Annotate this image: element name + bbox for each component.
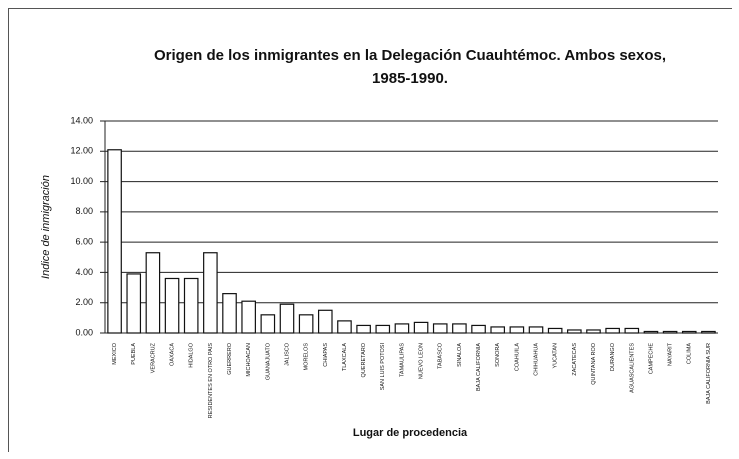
y-tick-label: 10.00 <box>70 176 93 186</box>
x-tick-label: SINALOA <box>457 343 463 367</box>
bar <box>126 273 142 334</box>
y-tick-label: 2.00 <box>75 297 93 307</box>
x-tick-label: NUEVO LEON <box>419 343 425 379</box>
bar <box>413 321 429 334</box>
bar <box>432 323 448 334</box>
bar <box>452 323 467 334</box>
x-tick-label: GUANAJUATO <box>265 342 271 380</box>
x-tick-label: HIDALGO <box>189 342 195 367</box>
x-tick-label: MEXICO <box>112 342 118 364</box>
bar <box>528 326 544 334</box>
x-tick-label: ZACATECAS <box>572 343 578 376</box>
bar <box>567 329 582 334</box>
y-tick-label: 4.00 <box>75 267 93 277</box>
bar <box>183 277 199 334</box>
y-tick-label: 12.00 <box>70 146 93 156</box>
y-tick-label: 6.00 <box>75 237 93 247</box>
y-axis-label: Indice de inmigración <box>40 175 52 279</box>
bar <box>164 277 180 334</box>
x-tick-label: TLAXCALA <box>342 343 348 371</box>
x-tick-label: CHIAPAS <box>323 343 329 367</box>
x-tick-label: GUERRERO <box>227 342 233 375</box>
x-tick-label: AGUASCALIENTES <box>629 343 635 393</box>
x-tick-label: VERACRUZ <box>150 342 156 373</box>
x-tick-label: SAN LUIS POTOSI <box>380 343 386 391</box>
bar <box>317 309 333 334</box>
x-tick-label: PUEBLA <box>131 343 137 365</box>
bar <box>145 252 161 334</box>
bar <box>279 303 295 334</box>
bar <box>107 149 122 334</box>
bar <box>337 320 352 334</box>
bar <box>394 323 410 334</box>
bar <box>356 324 371 334</box>
x-tick-label: SONORA <box>495 343 501 367</box>
x-tick-label: JALISCO <box>284 342 290 366</box>
y-tick-label: 8.00 <box>75 206 93 216</box>
x-tick-label: BAJA CALIFORNIA <box>476 343 482 391</box>
bar <box>471 324 486 334</box>
bar <box>509 326 525 334</box>
bar <box>203 252 218 334</box>
x-tick-label: BAJA CALIFORNIA SUR <box>706 343 712 404</box>
x-tick-label: COLIMA <box>687 343 693 364</box>
bar <box>375 324 391 334</box>
frame <box>8 8 732 452</box>
x-tick-label: YUCATAN <box>553 343 559 368</box>
x-tick-label: OAXACA <box>170 343 176 366</box>
bar <box>643 330 659 334</box>
bar <box>605 327 620 334</box>
bar <box>547 327 563 334</box>
y-tick-label: 14.00 <box>70 115 93 125</box>
bar <box>662 330 678 334</box>
y-tick-label: 0.00 <box>75 327 93 337</box>
x-tick-label: QUINTANA ROO <box>591 342 597 384</box>
bar <box>586 329 601 334</box>
x-tick-label: TAMAULIPAS <box>399 343 405 377</box>
bar <box>681 330 697 334</box>
x-tick-label: QUERETARO <box>361 342 367 377</box>
chart-title: Origen de los inmigrantes en la Delegaci… <box>153 47 667 87</box>
x-tick-label: MICHOACAN <box>246 343 252 377</box>
x-axis-label: Lugar de procedencia <box>353 427 468 439</box>
bar <box>260 314 276 334</box>
bar <box>222 293 237 334</box>
x-tick-label: NAYARIT <box>668 342 674 366</box>
x-tick-label: TABASCO <box>438 342 444 369</box>
x-tick-label: RESIDENTES EN OTRO PAIS <box>208 343 214 419</box>
x-tick-label: MORELOS <box>304 343 310 371</box>
x-tick-label: CHIHUAHUA <box>533 343 539 376</box>
bar <box>298 314 314 334</box>
bar <box>241 300 256 334</box>
bar <box>701 330 716 334</box>
x-tick-label: COAHUILA <box>514 343 520 371</box>
bar <box>624 327 640 334</box>
bar <box>490 326 506 334</box>
x-tick-label: CAMPECHE <box>648 343 654 375</box>
x-tick-label: DURANGO <box>610 342 616 371</box>
